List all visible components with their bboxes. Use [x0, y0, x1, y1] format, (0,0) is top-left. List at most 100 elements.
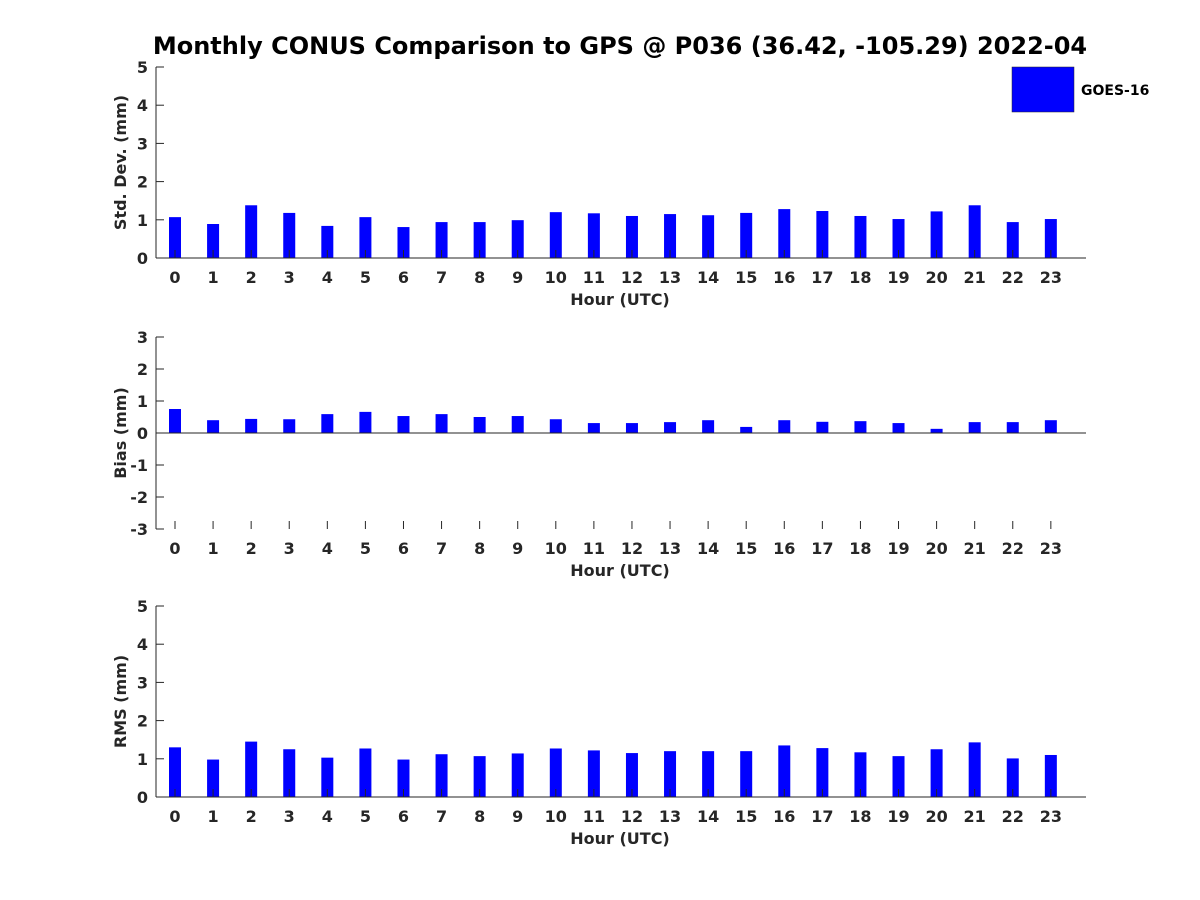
bias-bar-0 [169, 409, 181, 433]
std-dev-bar-21 [968, 205, 981, 258]
bias-x-tick-label: 17 [811, 539, 833, 558]
bias-x-tick-label: 16 [773, 539, 795, 558]
bias-bar-18 [854, 421, 867, 433]
bias-y-axis-label: Bias (mm) [111, 387, 130, 479]
std-dev-bar-6 [397, 227, 410, 258]
bias-x-tick-label: 1 [208, 539, 219, 558]
std-dev-y-tick-label: 1 [137, 211, 148, 230]
rms-x-tick-label: 20 [925, 807, 947, 826]
rms-bar-16 [778, 745, 791, 797]
rms-x-tick-label: 2 [246, 807, 257, 826]
rms-y-tick-label: 3 [137, 673, 148, 692]
rms-x-tick-label: 7 [436, 807, 447, 826]
rms-x-tick-label: 11 [583, 807, 605, 826]
rms-x-tick-label: 18 [849, 807, 871, 826]
bias-bar-16 [778, 420, 791, 433]
std-dev-x-tick-label: 6 [398, 268, 409, 287]
bias-bar-23 [1044, 420, 1057, 433]
bias-x-tick-label: 13 [659, 539, 681, 558]
rms-bar-3 [283, 749, 296, 797]
bias-x-tick-label: 21 [964, 539, 986, 558]
bias-bar-7 [435, 414, 448, 433]
bias-bar-5 [359, 411, 372, 433]
rms-bar-14 [702, 751, 715, 797]
bias-x-tick-label: 9 [512, 539, 523, 558]
bias-x-tick-label: 6 [398, 539, 409, 558]
rms-x-tick-label: 6 [398, 807, 409, 826]
rms-x-tick-label: 14 [697, 807, 719, 826]
rms-bar-5 [359, 748, 372, 797]
rms-x-tick-label: 0 [169, 807, 180, 826]
std-dev-bar-1 [207, 224, 220, 258]
rms-x-tick-label: 23 [1040, 807, 1062, 826]
rms-x-tick-label: 22 [1002, 807, 1024, 826]
std-dev-y-tick-label: 0 [137, 249, 148, 268]
bias-y-tick-label: 3 [137, 328, 148, 347]
std-dev-bar-11 [587, 213, 600, 258]
std-dev-bar-2 [245, 205, 258, 258]
rms-bar-1 [207, 759, 220, 797]
bias-x-tick-label: 3 [284, 539, 295, 558]
std-dev-bar-22 [1006, 222, 1019, 258]
bias-bar-19 [892, 423, 905, 433]
std-dev-bar-12 [625, 215, 638, 258]
rms-bar-7 [435, 754, 448, 797]
std-dev-x-tick-label: 22 [1002, 268, 1024, 287]
bias-x-tick-label: 20 [925, 539, 947, 558]
bias-bar-14 [702, 420, 715, 433]
bias-bar-15 [740, 426, 753, 433]
chart-title: Monthly CONUS Comparison to GPS @ P036 (… [153, 32, 1087, 60]
rms-x-tick-label: 21 [964, 807, 986, 826]
std-dev-x-tick-label: 10 [545, 268, 567, 287]
rms-bar-18 [854, 752, 867, 797]
std-dev-x-tick-label: 5 [360, 268, 371, 287]
rms-x-tick-label: 5 [360, 807, 371, 826]
rms-bar-17 [816, 748, 829, 797]
rms-bar-8 [473, 756, 486, 797]
bias-x-tick-label: 10 [545, 539, 567, 558]
bias-bar-10 [549, 419, 562, 433]
std-dev-x-tick-label: 20 [925, 268, 947, 287]
bias-bar-12 [625, 423, 638, 433]
std-dev-x-tick-label: 18 [849, 268, 871, 287]
bias-x-tick-label: 23 [1040, 539, 1062, 558]
rms-bar-0 [169, 747, 181, 797]
std-dev-x-tick-label: 0 [169, 268, 180, 287]
rms-x-tick-label: 15 [735, 807, 757, 826]
std-dev-y-tick-label: 5 [137, 58, 148, 77]
bias-x-tick-label: 12 [621, 539, 643, 558]
rms-bar-15 [740, 751, 753, 797]
bias-bar-11 [587, 423, 600, 433]
bias-bar-13 [664, 422, 677, 433]
rms-x-tick-label: 12 [621, 807, 643, 826]
std-dev-x-axis-label: Hour (UTC) [570, 290, 670, 309]
bias-bar-3 [283, 419, 296, 433]
bias-y-tick-label: -2 [130, 488, 148, 507]
std-dev-bar-5 [359, 217, 372, 258]
legend-swatch [1011, 66, 1075, 113]
rms-y-tick-label: 0 [137, 788, 148, 807]
rms-y-tick-label: 4 [137, 635, 148, 654]
std-dev-x-tick-label: 15 [735, 268, 757, 287]
std-dev-bar-16 [778, 209, 791, 258]
std-dev-y-tick-label: 2 [137, 173, 148, 192]
bias-x-tick-label: 5 [360, 539, 371, 558]
bias-x-tick-label: 15 [735, 539, 757, 558]
rms-y-tick-label: 5 [137, 597, 148, 616]
std-dev-x-tick-label: 13 [659, 268, 681, 287]
bias-x-axis-label: Hour (UTC) [570, 561, 670, 580]
bias-y-tick-label: 0 [137, 424, 148, 443]
legend: GOES-16 [1011, 66, 1149, 113]
std-dev-x-tick-label: 9 [512, 268, 523, 287]
bias-x-tick-label: 19 [887, 539, 909, 558]
std-dev-x-tick-label: 12 [621, 268, 643, 287]
std-dev-bar-18 [854, 215, 867, 258]
rms-y-tick-label: 1 [137, 750, 148, 769]
std-dev-x-tick-label: 4 [322, 268, 333, 287]
std-dev-bar-8 [473, 222, 486, 258]
bias-y-tick-label: -1 [130, 456, 148, 475]
rms-bar-12 [625, 753, 638, 797]
rms-bar-21 [968, 742, 981, 797]
